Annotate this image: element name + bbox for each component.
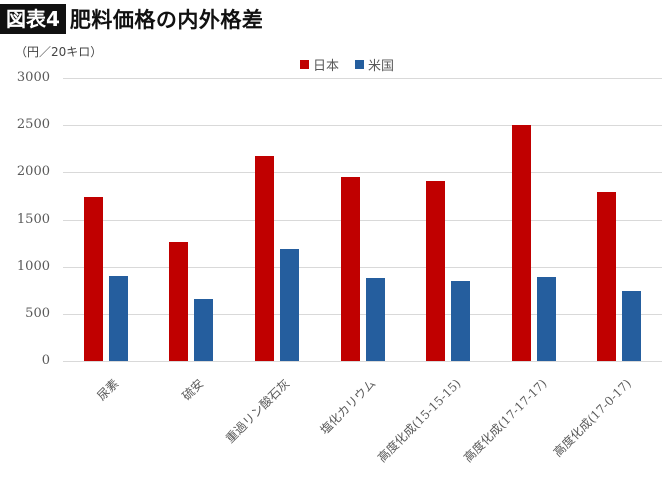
figure-badge: 図表4 — [0, 4, 66, 34]
x-tick-label: 尿素 — [94, 376, 122, 404]
legend: 日本 米国 — [300, 55, 410, 74]
plot-area: 0 500 1000 1500 2000 2500 3000 尿素 硫安 重過リン酸石灰 塩化カリウ… — [17, 70, 662, 465]
x-tick-label: 重過リン酸石灰 — [222, 376, 293, 446]
gridline — [63, 78, 662, 79]
gridline — [63, 313, 662, 315]
y-tick-label: 2500 — [16, 117, 50, 133]
bar-us — [279, 248, 299, 361]
gridline — [63, 219, 662, 221]
y-tick-label: 2000 — [16, 164, 50, 180]
gridline — [63, 361, 662, 362]
gridline — [63, 125, 662, 127]
y-tick-label: 3000 — [16, 70, 50, 85]
legend-item-us: 米国 — [355, 55, 394, 74]
gridline — [63, 266, 662, 268]
bar-us — [365, 278, 385, 361]
y-tick-label: 0 — [41, 353, 50, 368]
bar-japan — [597, 192, 617, 361]
title-text: 肥料価格の内外格差 — [69, 8, 264, 32]
y-tick-label: 1000 — [16, 258, 50, 274]
bar-us — [622, 290, 642, 361]
gridline — [63, 172, 662, 174]
chart-title: 図表4 肥料価格の内外格差 — [0, 4, 263, 34]
x-tick-label: 高度化成(15-15-15) — [375, 376, 464, 466]
legend-swatch-us — [355, 60, 365, 69]
legend-label: 日本 — [313, 59, 340, 74]
bar-japan — [426, 180, 446, 361]
legend-swatch-japan — [300, 60, 309, 69]
bar-japan — [83, 196, 103, 361]
y-tick-label: 500 — [25, 305, 50, 321]
bar-us — [194, 298, 214, 361]
x-tick-label: 高度化成(17-0-17) — [550, 376, 635, 460]
y-axis-unit: （円／20キロ） — [15, 45, 103, 59]
bar-us — [108, 276, 128, 361]
bar-japan — [254, 156, 274, 361]
y-tick-label: 1500 — [16, 211, 50, 227]
x-tick-label: 塩化カリウム — [317, 376, 378, 438]
bar-us — [451, 280, 471, 361]
legend-label: 米国 — [368, 59, 395, 74]
bar-japan — [169, 242, 189, 361]
legend-item-japan: 日本 — [300, 55, 339, 74]
x-tick-label: 硫安 — [179, 376, 207, 404]
bar-japan — [511, 125, 531, 361]
bar-us — [536, 277, 556, 361]
x-tick-label: 高度化成(17-17-17) — [460, 376, 550, 466]
bar-japan — [340, 177, 360, 361]
